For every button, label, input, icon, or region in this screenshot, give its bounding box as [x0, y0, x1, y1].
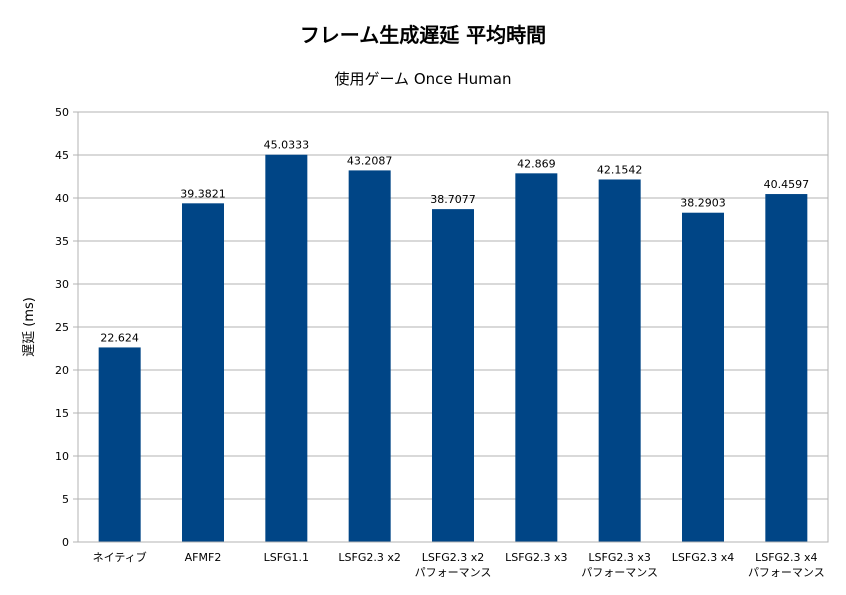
y-tick-label: 25 [55, 321, 69, 334]
x-category-label: LSFG2.3 x4 [755, 551, 817, 564]
y-tick-label: 10 [55, 450, 69, 463]
x-category-label: LSFG2.3 x4 [672, 551, 734, 564]
y-tick-label: 35 [55, 235, 69, 248]
chart-subtitle: 使用ゲーム Once Human [335, 70, 512, 88]
bar-value-label: 43.2087 [347, 154, 393, 167]
x-category-label: パフォーマンス [581, 566, 658, 579]
bar-value-label: 38.7077 [430, 193, 476, 206]
y-tick-label: 50 [55, 106, 69, 119]
bar-value-label: 45.0333 [264, 139, 310, 152]
bar [98, 347, 141, 542]
x-category-label: LSFG2.3 x3 [588, 551, 650, 564]
x-category-label: AFMF2 [185, 551, 222, 564]
bar-value-label: 38.2903 [680, 197, 726, 210]
bar [265, 154, 308, 542]
bar [432, 209, 474, 543]
y-axis-label: 遅延 (ms) [22, 297, 37, 357]
bar-value-label: 42.1542 [597, 163, 643, 176]
y-tick-label: 15 [55, 407, 69, 420]
y-tick-label: 5 [62, 493, 69, 506]
y-axis-ticks: 0 5 10 15 20 25 30 35 40 45 50 [55, 106, 78, 549]
plot-area-frame [77, 111, 829, 543]
x-category-label: LSFG2.3 x2 [422, 551, 484, 564]
x-category-label: LSFG2.3 x3 [505, 551, 567, 564]
y-tick-label: 30 [55, 278, 69, 291]
y-tick-label: 20 [55, 364, 69, 377]
bar [515, 173, 558, 542]
x-category-label: LSFG2.3 x2 [338, 551, 400, 564]
data-labels: 22.624 39.3821 45.0333 43.2087 38.7077 42.869… [100, 139, 809, 345]
x-axis-categories: ネイティブ AFMF2 LSFG1.1 LSFG2.3 x2 LSFG2.3 x2 パフォ… [93, 550, 825, 579]
x-category-label: パフォーマンス [415, 566, 492, 579]
bar [598, 179, 641, 542]
y-tick-label: 40 [55, 192, 69, 205]
bar [182, 203, 224, 542]
bar-value-label: 42.869 [517, 157, 556, 170]
y-tick-label: 45 [55, 149, 69, 162]
bar [348, 170, 391, 542]
x-category-label: LSFG1.1 [264, 551, 309, 564]
bar-value-label: 39.3821 [180, 187, 226, 200]
bars [98, 154, 808, 543]
chart-title: フレーム生成遅延 平均時間 [300, 23, 546, 47]
bar-value-label: 22.624 [100, 331, 139, 344]
y-tick-label: 0 [62, 536, 69, 549]
bar-value-label: 40.4597 [764, 178, 810, 191]
x-category-label: パフォーマンス [748, 566, 825, 579]
bar [765, 194, 808, 543]
x-category-label: ネイティブ [93, 550, 147, 564]
bar [682, 212, 724, 542]
